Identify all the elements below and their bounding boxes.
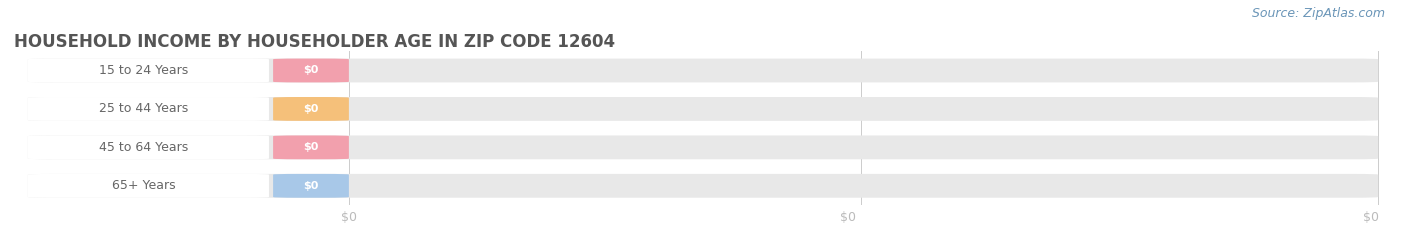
FancyBboxPatch shape: [28, 97, 269, 121]
FancyBboxPatch shape: [273, 97, 349, 121]
FancyBboxPatch shape: [28, 58, 1378, 82]
Text: 65+ Years: 65+ Years: [111, 179, 176, 192]
FancyBboxPatch shape: [28, 97, 1378, 121]
Text: $0: $0: [1364, 211, 1379, 224]
FancyBboxPatch shape: [28, 174, 1378, 198]
Text: $0: $0: [340, 211, 357, 224]
Text: 45 to 64 Years: 45 to 64 Years: [98, 141, 188, 154]
FancyBboxPatch shape: [28, 58, 269, 82]
Text: $0: $0: [304, 142, 319, 152]
FancyBboxPatch shape: [28, 135, 269, 159]
FancyBboxPatch shape: [273, 174, 349, 198]
Text: Source: ZipAtlas.com: Source: ZipAtlas.com: [1251, 7, 1385, 20]
FancyBboxPatch shape: [273, 135, 349, 159]
Text: HOUSEHOLD INCOME BY HOUSEHOLDER AGE IN ZIP CODE 12604: HOUSEHOLD INCOME BY HOUSEHOLDER AGE IN Z…: [14, 33, 616, 51]
Text: $0: $0: [304, 65, 319, 75]
Text: $0: $0: [304, 104, 319, 114]
Text: 25 to 44 Years: 25 to 44 Years: [98, 103, 188, 115]
Text: 15 to 24 Years: 15 to 24 Years: [98, 64, 188, 77]
FancyBboxPatch shape: [28, 174, 269, 198]
FancyBboxPatch shape: [273, 58, 349, 82]
Text: $0: $0: [304, 181, 319, 191]
FancyBboxPatch shape: [28, 135, 1378, 159]
Text: $0: $0: [839, 211, 856, 224]
